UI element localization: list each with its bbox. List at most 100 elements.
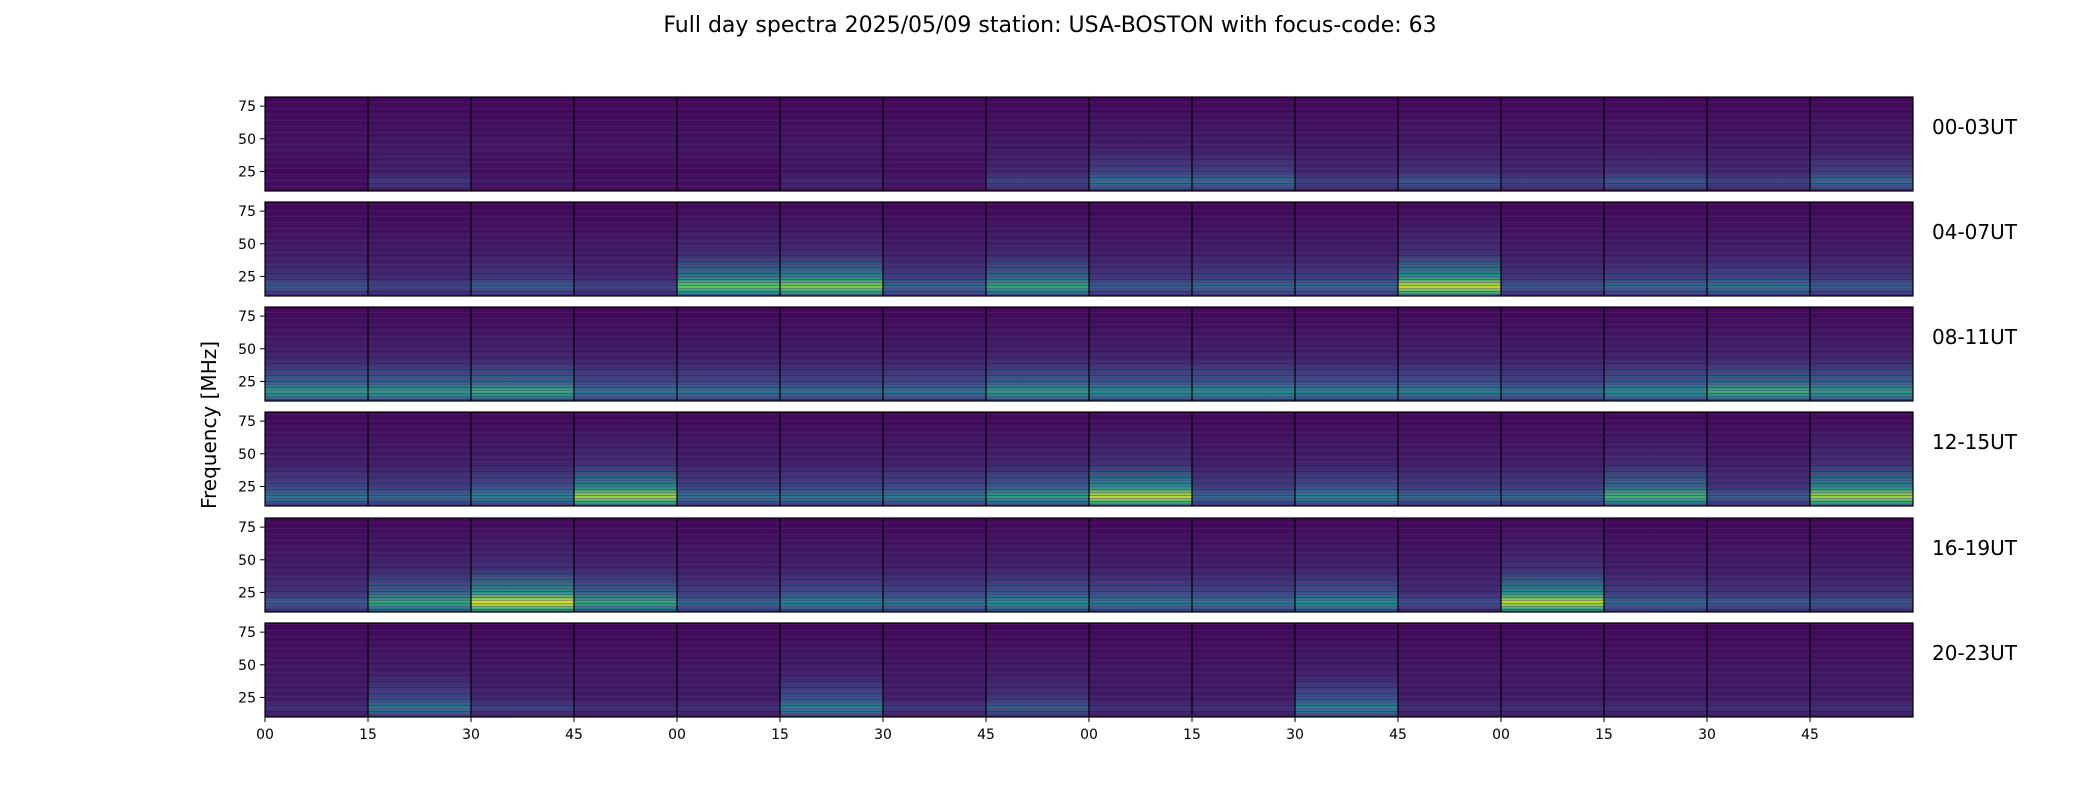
spectrum-tile-texture (1192, 97, 1295, 191)
x-tick-label: 45 (565, 727, 583, 743)
y-tick-label: 25 (238, 374, 256, 390)
y-axis-label: Frequency [MHz] (197, 341, 221, 509)
spectrum-tile-texture (1398, 307, 1501, 401)
x-tick-label: 45 (977, 727, 995, 743)
spectrum-tile-texture (265, 202, 368, 296)
x-tick-label: 00 (256, 727, 274, 743)
row-frame (264, 517, 1914, 613)
row-time-label: 20-23UT (1932, 641, 2018, 665)
y-tick-label: 25 (238, 479, 256, 495)
spectrum-tile-texture (986, 412, 1089, 506)
spectrum-tile-texture (677, 97, 780, 191)
spectrum-tile-texture (986, 307, 1089, 401)
spectrum-tile-texture (1604, 623, 1707, 717)
spectrum-tile-texture (1810, 518, 1913, 612)
spectrum-tile-texture (574, 307, 677, 401)
x-tick-label: 45 (1801, 727, 1819, 743)
spectrum-tile-texture (1089, 97, 1192, 191)
spectrum-tile-texture (1810, 97, 1913, 191)
row-time-label: 04-07UT (1932, 220, 2018, 244)
spectrum-tile-texture (1604, 518, 1707, 612)
y-tick-label: 50 (238, 237, 256, 253)
spectrum-tile-texture (1604, 412, 1707, 506)
row-frame (264, 411, 1914, 507)
spectrum-tile-texture (1810, 202, 1913, 296)
spectrum-tile-texture (574, 623, 677, 717)
x-tick-label: 30 (1286, 727, 1304, 743)
spectrum-tile-texture (986, 97, 1089, 191)
x-tick-label: 00 (1492, 727, 1510, 743)
spectrum-tile-texture (368, 623, 471, 717)
spectrum-tile-texture (1295, 518, 1398, 612)
spectrum-tile-texture (265, 623, 368, 717)
x-tick-label: 30 (874, 727, 892, 743)
spectrum-tile-texture (574, 412, 677, 506)
spectrum-tile-texture (265, 412, 368, 506)
spectrum-tile-texture (265, 97, 368, 191)
spectrum-tile-texture (1501, 307, 1604, 401)
spectrum-tile-texture (471, 307, 574, 401)
spectrum-tile-texture (1501, 97, 1604, 191)
spectrum-tile-texture (471, 412, 574, 506)
spectrum-tile-texture (368, 412, 471, 506)
y-tick-label: 75 (238, 204, 256, 220)
spectrum-tile-texture (1192, 412, 1295, 506)
spectrum-tile-texture (986, 202, 1089, 296)
spectrum-tile-texture (1295, 202, 1398, 296)
spectrum-tile-texture (1192, 623, 1295, 717)
row-time-label: 12-15UT (1932, 430, 2018, 454)
x-tick-label: 15 (359, 727, 377, 743)
spectrum-tile-texture (780, 307, 883, 401)
spectrum-tile-texture (1192, 518, 1295, 612)
spectrum-tile-texture (883, 97, 986, 191)
spectrum-tile-texture (574, 202, 677, 296)
spectrum-tile-texture (471, 623, 574, 717)
spectrum-tile-texture (780, 412, 883, 506)
spectrum-tile-texture (883, 412, 986, 506)
y-tick-label: 75 (238, 414, 256, 430)
y-tick-label: 25 (238, 164, 256, 180)
spectrum-tile-texture (1398, 623, 1501, 717)
row-time-label: 00-03UT (1932, 115, 2018, 139)
spectrum-tile-texture (1295, 97, 1398, 191)
spectrum-tile-texture (1295, 623, 1398, 717)
spectrum-tile-texture (1707, 97, 1810, 191)
spectrum-tile-texture (1295, 412, 1398, 506)
spectrum-tile-texture (368, 202, 471, 296)
x-tick-label: 30 (1698, 727, 1716, 743)
y-tick-label: 75 (238, 99, 256, 115)
spectrum-tile-texture (1604, 97, 1707, 191)
spectrum-tile-texture (1398, 518, 1501, 612)
spectrum-tile-texture (1707, 518, 1810, 612)
x-tick-label: 15 (1595, 727, 1613, 743)
y-tick-label: 50 (238, 447, 256, 463)
y-tick-label: 25 (238, 585, 256, 601)
spectrum-tile-texture (1192, 307, 1295, 401)
spectrum-tile-texture (883, 307, 986, 401)
spectrum-tile-texture (1089, 623, 1192, 717)
spectrum-tile-texture (368, 307, 471, 401)
spectrum-tile-texture (1810, 623, 1913, 717)
spectrum-tile-texture (780, 518, 883, 612)
spectrum-tile-texture (1295, 307, 1398, 401)
spectrum-tile-texture (780, 97, 883, 191)
spectrum-tile-texture (574, 97, 677, 191)
spectrum-tile-texture (677, 307, 780, 401)
spectrum-tile-texture (1192, 202, 1295, 296)
row-frame (264, 96, 1914, 192)
spectrum-tile-texture (1810, 412, 1913, 506)
spectrum-tile-texture (780, 623, 883, 717)
x-tick-label: 15 (771, 727, 789, 743)
spectrum-tile-texture (883, 202, 986, 296)
spectrum-tile-texture (677, 202, 780, 296)
y-tick-label: 50 (238, 342, 256, 358)
chart-title: Full day spectra 2025/05/09 station: USA… (663, 13, 1436, 38)
row-frame (264, 201, 1914, 297)
spectrum-tile-texture (1810, 307, 1913, 401)
spectrum-tile-texture (1501, 412, 1604, 506)
spectrum-tile-texture (883, 623, 986, 717)
spectrum-tile-texture (883, 518, 986, 612)
y-tick-label: 25 (238, 269, 256, 285)
spectrum-tile-texture (1604, 202, 1707, 296)
